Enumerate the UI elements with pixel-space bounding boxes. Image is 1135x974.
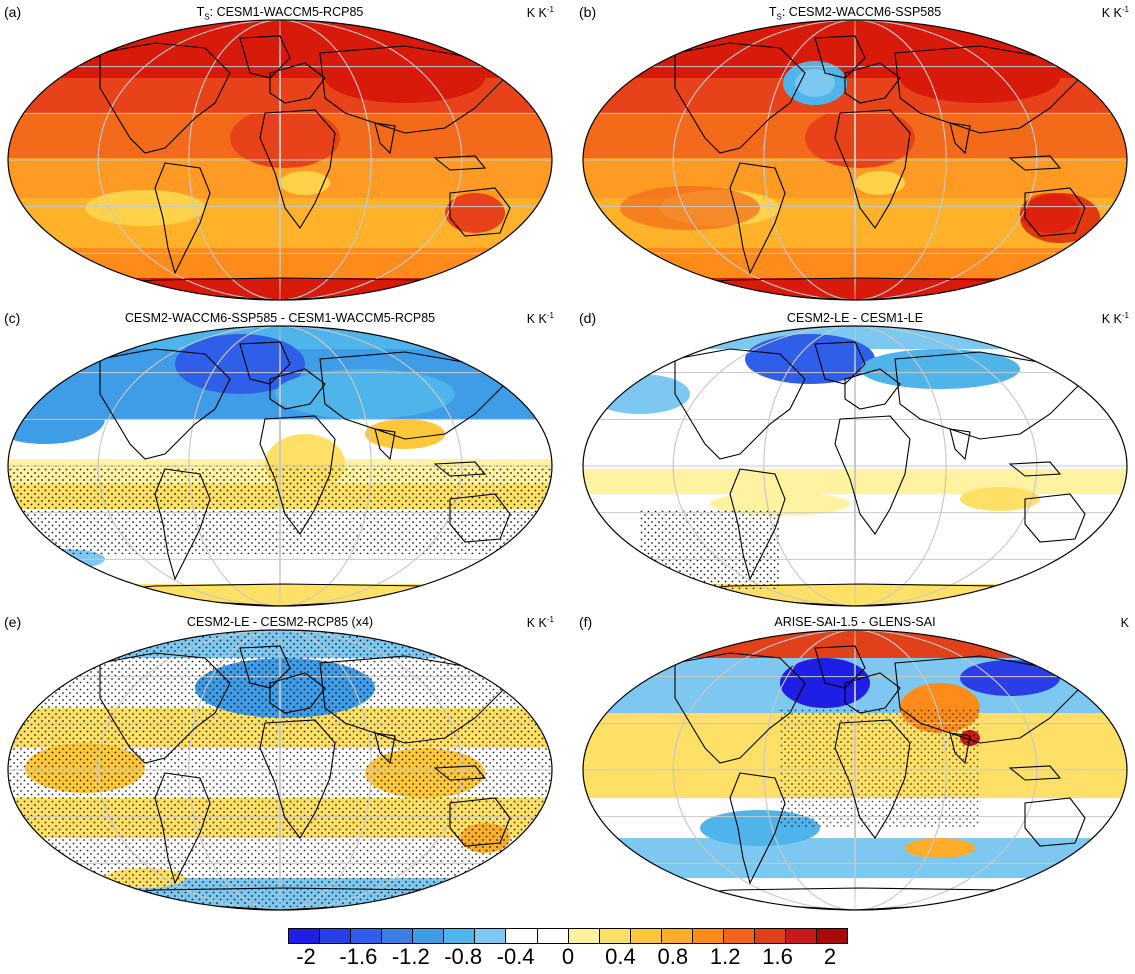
panel-units: K K-1 (1101, 5, 1129, 21)
map-d (582, 325, 1128, 607)
colorbar-cell (661, 929, 693, 943)
map-f (582, 629, 1128, 911)
panel-units: K K-1 (526, 5, 554, 21)
colorbar-cell (444, 929, 476, 943)
colorbar-cell (754, 929, 786, 943)
panel-label: (d) (579, 310, 597, 326)
map-b (582, 19, 1128, 301)
colorbar-cell (413, 929, 445, 943)
colorbar-tick-label: 1.6 (762, 944, 793, 969)
colorbar-tick-label: -2 (296, 944, 316, 969)
colorbar-tick-label: 0.4 (605, 944, 636, 969)
colorbar-cell (723, 929, 755, 943)
map-c (7, 325, 553, 607)
panel-a: (a) TS: CESM1-WACCM5-RCP85 K K-1 (0, 4, 560, 304)
panel-title: CESM2-LE - CESM2-RCP85 (x4) (186, 615, 374, 629)
colorbar-cell (320, 929, 352, 943)
colorbar-cell (382, 929, 414, 943)
colorbar-tick-label: 2 (823, 944, 837, 969)
colorbar-cell (568, 929, 600, 943)
panel-units: K (1120, 616, 1129, 631)
colorbar-tick-label: -1.6 (339, 944, 378, 969)
colorbar-cell (599, 929, 631, 943)
panel-label: (a) (4, 4, 22, 20)
panel-label: (b) (579, 4, 597, 20)
colorbar-cell (351, 929, 383, 943)
colorbar-cell (289, 929, 321, 943)
colorbar-tick-label: -1.2 (391, 944, 430, 969)
colorbar-cell (537, 929, 569, 943)
map-a (7, 19, 553, 301)
colorbar-tick-label: 0.8 (657, 944, 689, 969)
colorbar-tick-label: 0 (561, 944, 575, 969)
colorbar-cell (630, 929, 662, 943)
colorbar-tick-label: 1.2 (709, 944, 741, 969)
panel-title: TS: CESM1-WACCM5-RCP85 (196, 5, 364, 22)
colorbar-tick-label: -0.8 (444, 944, 483, 969)
panel-d: (d) CESM2-LE - CESM1-LE K K-1 (575, 310, 1135, 610)
colorbar-cell (475, 929, 507, 943)
panel-units: K K-1 (526, 615, 554, 631)
panel-units: K K-1 (526, 311, 554, 327)
colorbar-cell (817, 929, 848, 943)
colorbar-tick-label: -0.4 (496, 944, 535, 969)
panel-units: K K-1 (1101, 311, 1129, 327)
panel-f: (f) ARISE-SAI-1.5 - GLENS-SAI K (575, 614, 1135, 914)
panel-e: (e) CESM2-LE - CESM2-RCP85 (x4) K K-1 (0, 614, 560, 914)
colorbar-cell (786, 929, 818, 943)
panel-title: TS: CESM2-WACCM6-SSP585 (768, 5, 942, 22)
panel-title: ARISE-SAI-1.5 - GLENS-SAI (774, 615, 936, 629)
panel-title: CESM2-LE - CESM1-LE (786, 311, 924, 325)
panel-title: CESM2-WACCM6-SSP585 - CESM1-WACCM5-RCP85 (124, 311, 436, 325)
colorbar (288, 928, 848, 944)
panel-label: (c) (4, 310, 21, 326)
panel-c: (c) CESM2-WACCM6-SSP585 - CESM1-WACCM5-R… (0, 310, 560, 610)
colorbar-cell (692, 929, 724, 943)
panel-label: (e) (4, 614, 22, 630)
panel-b: (b) TS: CESM2-WACCM6-SSP585 K K-1 (575, 4, 1135, 304)
panel-label: (f) (579, 614, 593, 630)
colorbar-cell (506, 929, 538, 943)
map-e (7, 629, 553, 911)
